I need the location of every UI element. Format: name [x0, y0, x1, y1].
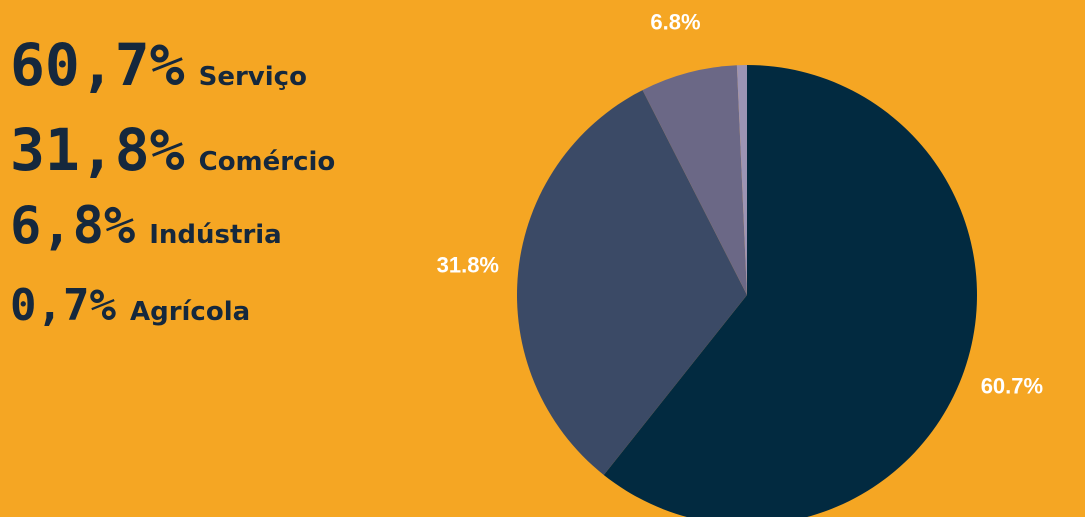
legend-value: 0,7% [10, 280, 116, 331]
pie-slice [642, 65, 747, 295]
slice-label: 6.8% [650, 9, 700, 34]
slice-label: 31.8% [437, 253, 499, 278]
pie-slice [517, 90, 747, 475]
pie-slice [603, 65, 977, 517]
legend-value: 31,8% [10, 116, 185, 184]
legend-name: Comércio [199, 147, 336, 177]
legend-entry: 6,8% Indústria [10, 196, 282, 256]
slice-label: 60.7% [981, 373, 1043, 398]
legend-entry: 0,7% Agrícola [10, 280, 250, 331]
legend-value: 6,8% [10, 196, 135, 256]
legend-name: Serviço [199, 62, 307, 92]
pie-slice [736, 65, 747, 295]
legend-name: Indústria [149, 220, 282, 250]
legend-value: 60,7% [10, 31, 185, 99]
legend-entry: 60,7% Serviço [10, 31, 307, 99]
legend-entry: 31,8% Comércio [10, 116, 335, 184]
legend-name: Agrícola [130, 297, 250, 327]
